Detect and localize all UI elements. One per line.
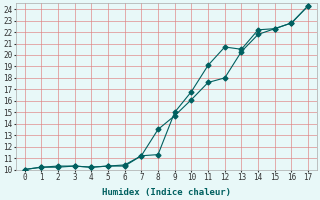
X-axis label: Humidex (Indice chaleur): Humidex (Indice chaleur) [102,188,231,197]
